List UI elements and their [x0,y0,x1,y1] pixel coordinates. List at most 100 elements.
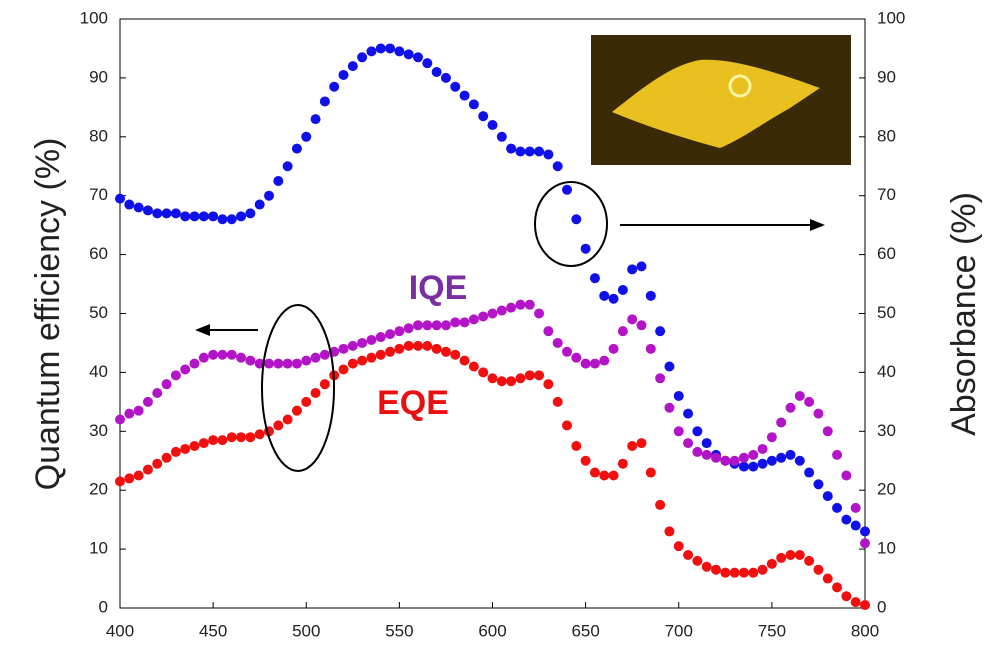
annotation: EQE [377,384,449,422]
data-point [339,344,349,354]
y2-tick-label: 10 [877,539,896,558]
data-point [571,214,581,224]
data-point [590,359,600,369]
data-point [767,559,777,569]
data-point [478,311,488,321]
y-tick-label: 100 [80,8,108,27]
data-point [199,438,209,448]
data-point [301,132,311,142]
data-point [590,273,600,283]
data-point [450,350,460,360]
data-point [571,441,581,451]
data-point [758,459,768,469]
data-point [739,462,749,472]
data-point [124,200,134,210]
data-point [804,556,814,566]
data-point [637,438,647,448]
data-point [450,317,460,327]
y-tick-label: 0 [99,597,108,616]
data-point [804,397,814,407]
data-point [488,120,498,130]
data-point [143,465,153,475]
data-point [534,309,544,319]
data-point [683,550,693,560]
data-point [571,353,581,363]
data-point [236,353,246,363]
data-point [283,359,293,369]
data-point [860,600,870,610]
data-point [674,541,684,551]
data-point [413,320,423,330]
y2-tick-label: 80 [877,126,896,145]
data-point [478,111,488,121]
data-point [506,376,516,386]
data-point [599,356,609,366]
data-point [292,144,302,154]
data-point [404,323,414,333]
data-point [702,438,712,448]
x-tick-label: 800 [851,621,879,640]
y2-tick-label: 100 [877,8,905,27]
data-point [590,468,600,478]
data-point [515,147,525,157]
y-tick-label: 30 [89,421,108,440]
data-point [292,406,302,416]
data-point [553,161,563,171]
data-point [450,82,460,92]
data-point [618,459,628,469]
x-tick-label: 500 [292,621,320,640]
data-point [581,244,591,254]
data-point [366,46,376,56]
data-point [506,303,516,313]
data-point [851,597,861,607]
data-point [786,450,796,460]
data-point [683,409,693,419]
y-tick-label: 20 [89,480,108,499]
data-point [273,420,283,430]
data-point [385,329,395,339]
data-point [124,409,134,419]
data-point [813,409,823,419]
data-point [795,391,805,401]
data-point [776,417,786,427]
data-point [655,373,665,383]
data-point [748,462,758,472]
annotation: IQE [409,269,468,307]
x-tick-label: 550 [385,621,413,640]
data-point [460,91,470,101]
data-point [739,568,749,578]
data-point [823,426,833,436]
data-point [618,285,628,295]
data-point [664,362,674,372]
data-point [217,350,227,360]
data-point [748,450,758,460]
ellipse [535,182,607,266]
y2-tick-label: 70 [877,185,896,204]
y2-tick-label: 0 [877,597,886,616]
data-point [115,415,125,425]
data-point [134,470,144,480]
data-point [357,52,367,62]
data-point [515,373,525,383]
data-point [515,300,525,310]
data-point [702,562,712,572]
data-point [227,432,237,442]
data-point [413,52,423,62]
data-point [208,435,218,445]
data-point [646,344,656,354]
data-point [376,43,386,53]
data-point [404,49,414,59]
data-point [776,453,786,463]
data-point [823,491,833,501]
data-point [478,367,488,377]
data-point [543,149,553,159]
data-point [730,456,740,466]
data-point [357,356,367,366]
data-point [748,568,758,578]
data-point [311,353,321,363]
data-point [255,429,265,439]
data-point [627,441,637,451]
data-point [199,211,209,221]
y-tick-label: 10 [89,539,108,558]
data-point [674,391,684,401]
